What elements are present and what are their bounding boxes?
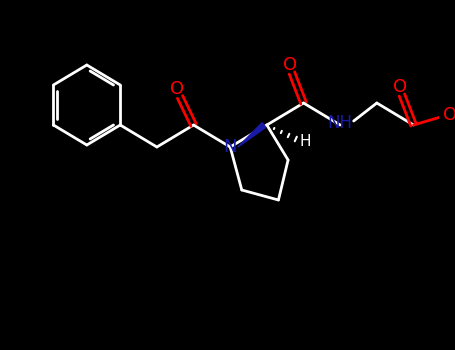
Text: NH: NH [328, 114, 353, 132]
Text: O: O [170, 80, 184, 98]
Polygon shape [238, 122, 266, 147]
Text: O: O [283, 56, 297, 74]
Text: O: O [443, 106, 455, 124]
Text: N: N [223, 138, 237, 156]
Text: O: O [393, 78, 407, 96]
Text: H: H [300, 133, 311, 148]
